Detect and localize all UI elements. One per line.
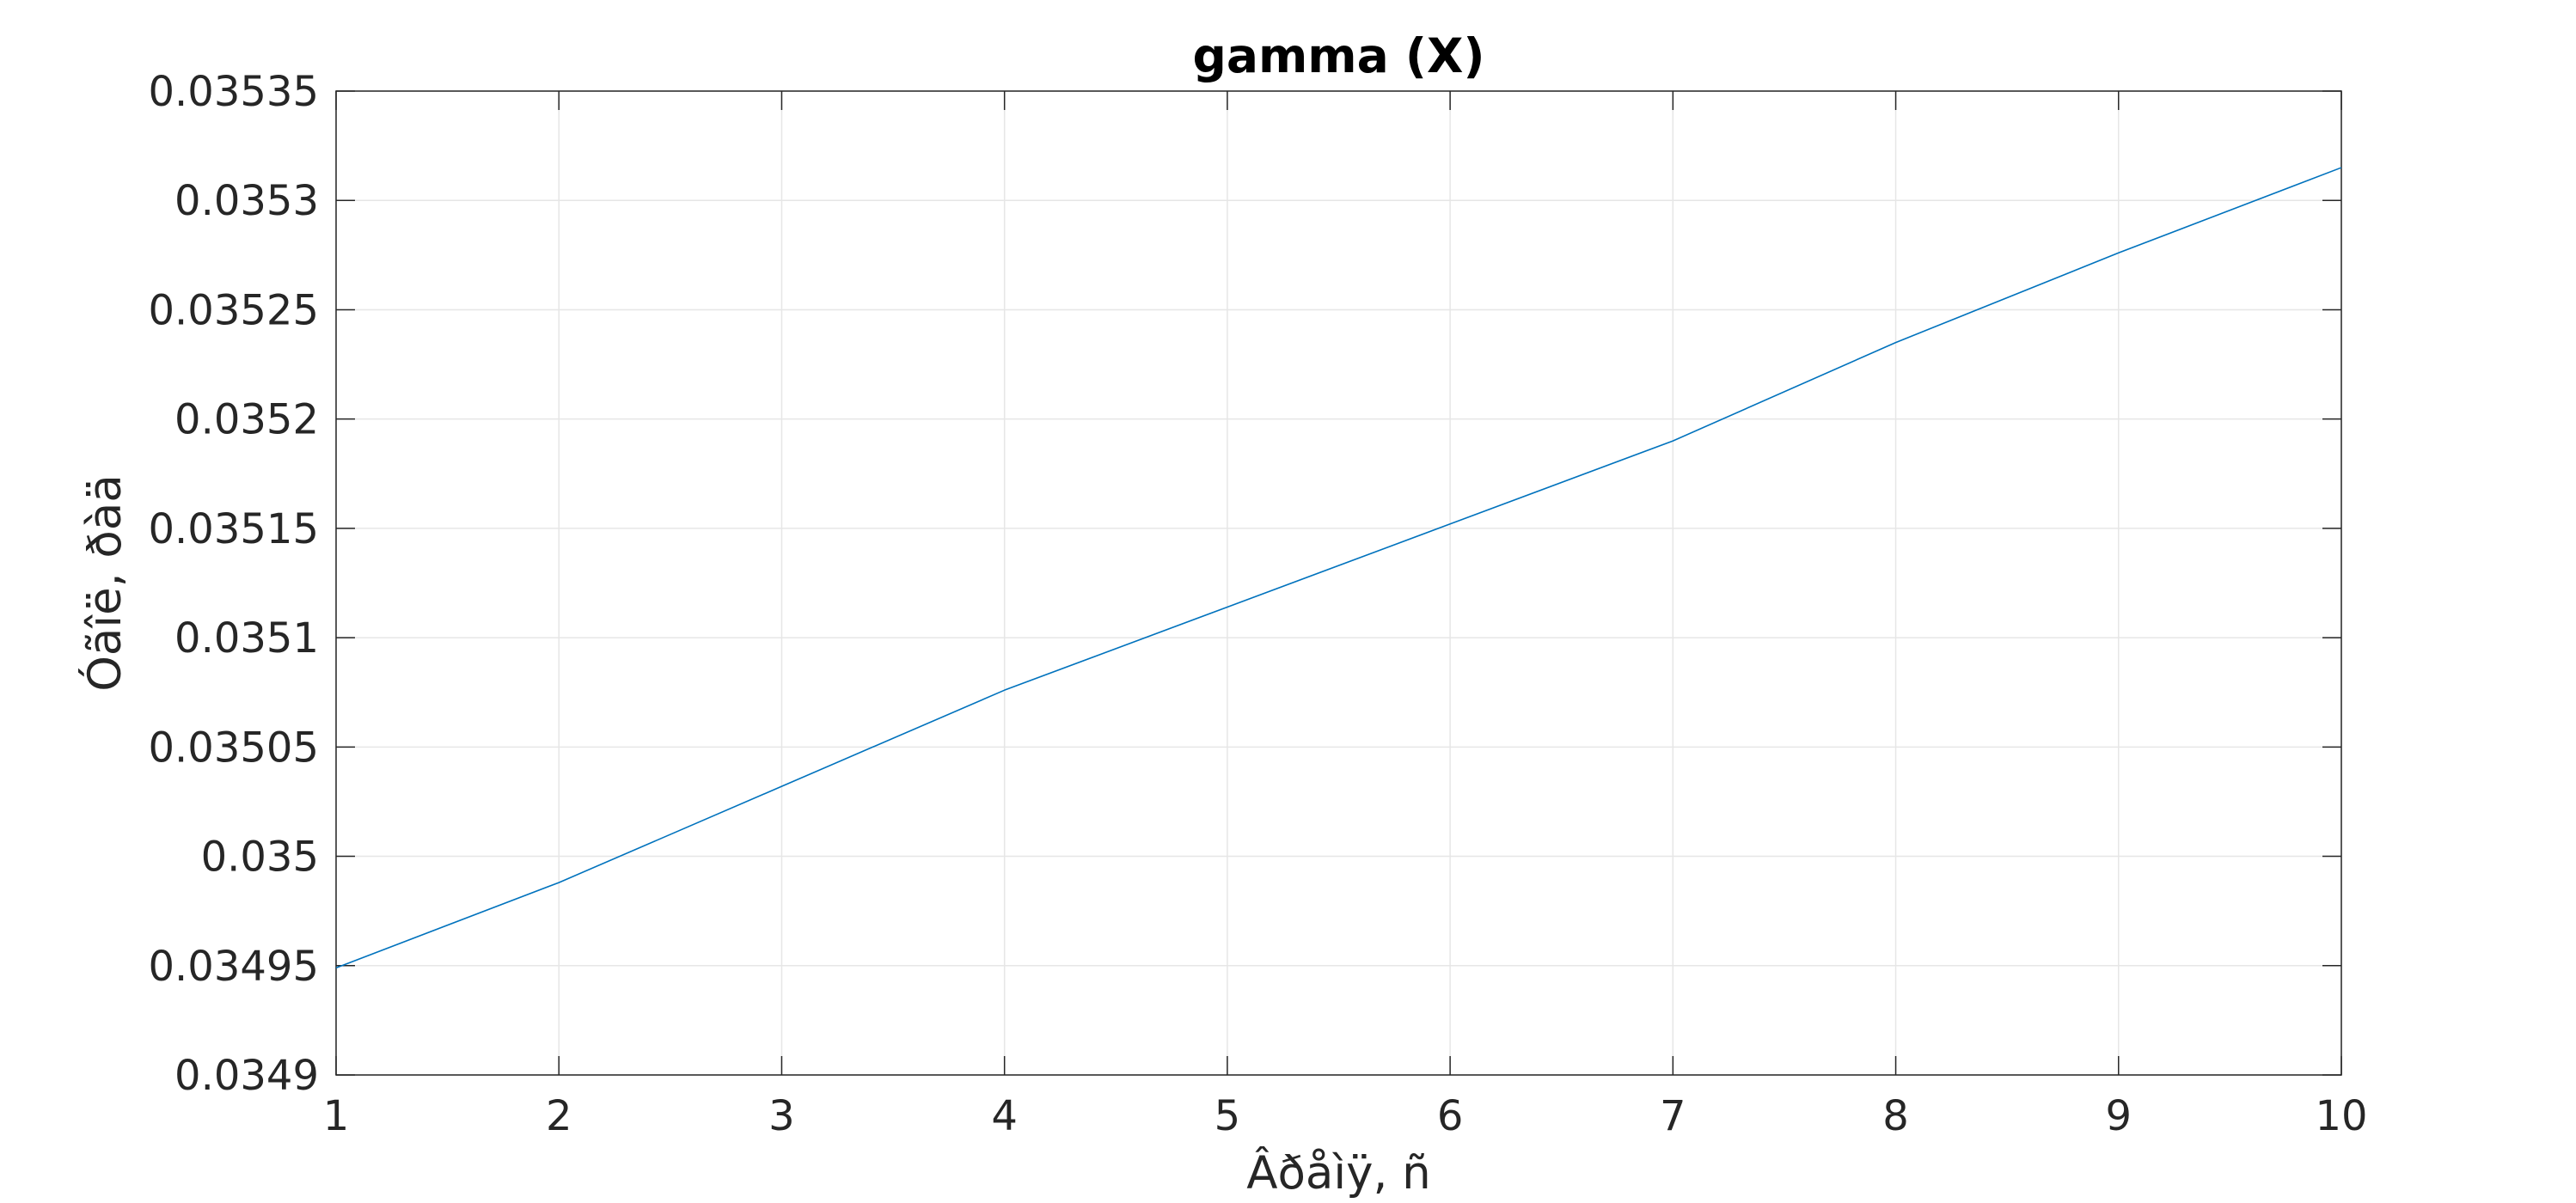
x-tick-label: 6 [1437,1092,1464,1140]
y-axis-label: Óãîë, ðàä [77,474,132,692]
y-tick-label: 0.03535 [149,68,320,116]
data-point [1673,440,1674,442]
x-tick-label: 4 [991,1092,1018,1140]
y-tick-label: 0.0349 [174,1052,319,1100]
grid [335,90,2342,1076]
series-line [335,167,2342,969]
x-axis-label: Âðåìÿ, ñ [1246,1145,1431,1200]
y-tick-label: 0.03515 [149,505,320,553]
axis-ticks [335,90,2342,1076]
plot-area [335,90,2342,1076]
data-point [781,785,783,787]
x-tick-label: 1 [323,1092,350,1140]
chart-title: gamma (X) [1192,28,1484,83]
data-point [1895,342,1897,344]
data-point [2340,167,2342,168]
y-tick-label: 0.035 [201,834,319,882]
data-point [2118,252,2120,253]
x-tick-label: 3 [768,1092,795,1140]
y-axis-tick-labels: 0.0349 0.03495 0.035 0.03505 0.0351 0.03515 0.… [149,68,320,1100]
data-point [1227,607,1228,608]
x-axis-tick-labels: 1 2 3 4 5 6 7 8 9 10 [323,1092,2368,1140]
data-point [1004,689,1006,691]
x-tick-label: 10 [2315,1092,2367,1140]
series-layer [335,167,2342,969]
y-tick-label: 0.03495 [149,943,320,991]
data-point [1449,523,1451,525]
y-tick-label: 0.03505 [149,724,320,772]
x-tick-label: 8 [1882,1092,1909,1140]
y-tick-label: 0.0353 [174,177,319,225]
x-tick-label: 7 [1660,1092,1686,1140]
x-tick-label: 5 [1215,1092,1241,1140]
y-tick-label: 0.03525 [149,286,320,334]
x-tick-label: 2 [546,1092,572,1140]
x-tick-label: 9 [2106,1092,2132,1140]
data-point [558,882,560,883]
data-point [335,968,337,969]
y-tick-label: 0.0351 [174,614,319,663]
y-tick-label: 0.0352 [174,396,319,444]
